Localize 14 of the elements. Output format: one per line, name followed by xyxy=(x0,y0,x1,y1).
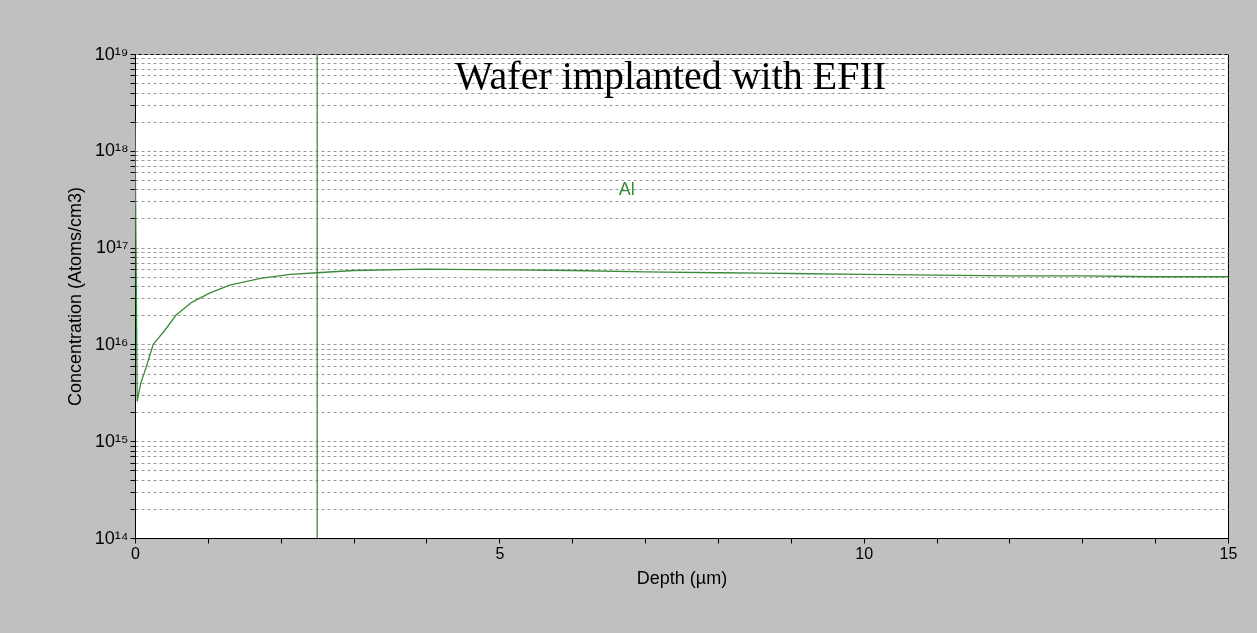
y-tick-label: 10¹⁹ xyxy=(94,43,129,64)
x-axis-title: Depth (µm) xyxy=(636,567,728,588)
y-tick-label: 10¹⁵ xyxy=(95,430,129,451)
x-tick-label: 10 xyxy=(855,544,874,562)
y-tick-label: 10¹⁸ xyxy=(94,140,129,161)
y-tick-label: 10¹⁶ xyxy=(95,333,129,354)
x-tick-label: 5 xyxy=(495,544,505,562)
x-tick-label: 0 xyxy=(131,544,141,562)
y-axis-title: Concentration (Atoms/cm3) xyxy=(64,186,85,407)
y-tick-label: 10¹⁷ xyxy=(95,237,129,258)
text: Al xyxy=(618,178,635,199)
y-tick-label: 10¹⁴ xyxy=(94,527,129,548)
x-tick-label: 15 xyxy=(1219,544,1238,562)
chart-title: Wafer implanted with EFII xyxy=(455,53,887,98)
